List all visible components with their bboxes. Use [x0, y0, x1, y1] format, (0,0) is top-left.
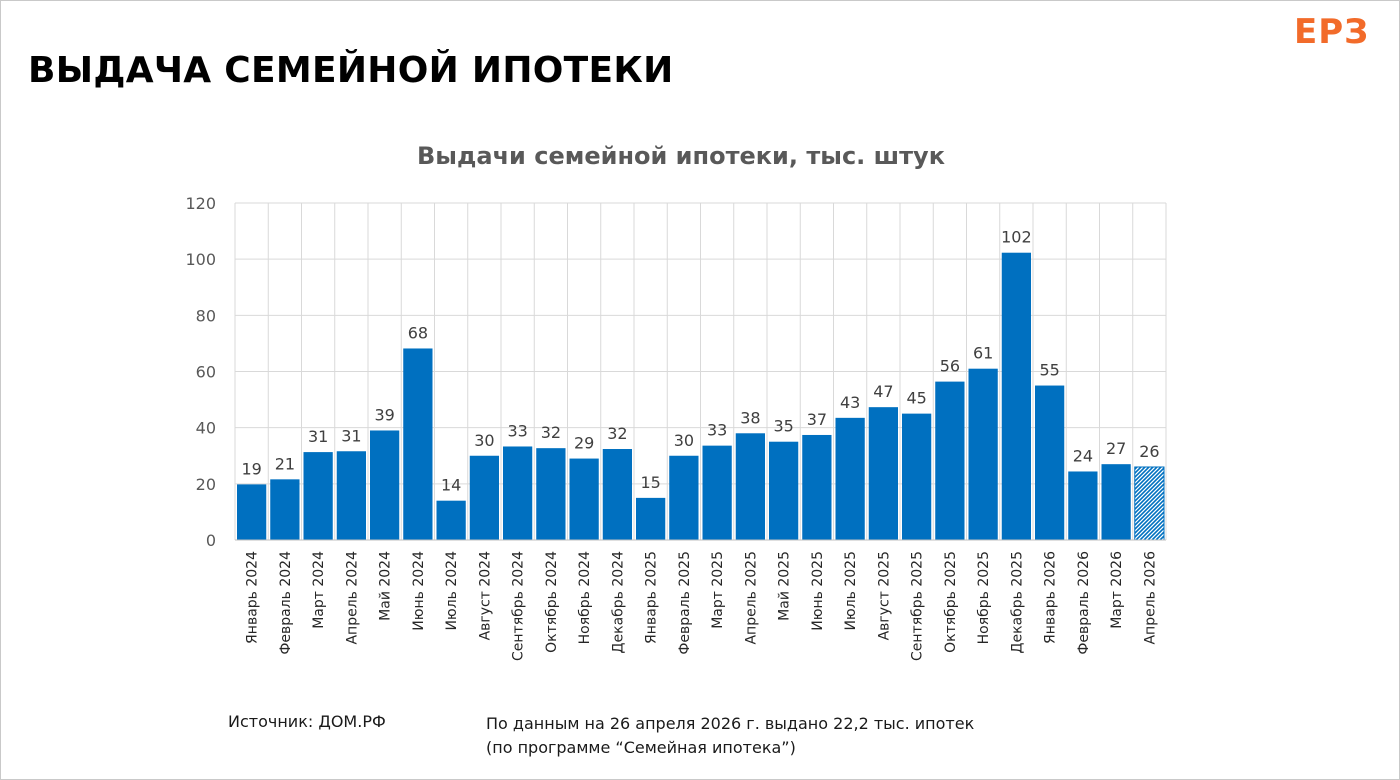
data-label: 31: [308, 427, 328, 446]
data-note-line-2: (по программе “Семейная ипотека”): [486, 738, 796, 757]
data-label: 43: [840, 393, 860, 412]
x-tick-label: Январь 2025: [644, 551, 660, 644]
data-label: 32: [541, 423, 561, 442]
x-tick-label: Июнь 2025: [810, 551, 826, 631]
x-tick-label: Октябрь 2025: [943, 551, 959, 653]
bar: [1134, 466, 1165, 541]
data-label: 37: [807, 410, 827, 429]
data-label: 27: [1106, 439, 1126, 458]
bar: [369, 430, 400, 540]
x-tick-label: Октябрь 2024: [544, 551, 560, 653]
data-label: 33: [507, 421, 527, 440]
x-tick-label: Сентябрь 2025: [910, 551, 926, 661]
y-tick-label: 120: [185, 194, 216, 213]
y-tick-label: 20: [196, 475, 216, 494]
data-label: 21: [275, 454, 295, 473]
y-tick-label: 0: [206, 531, 216, 550]
data-label: 68: [408, 323, 428, 342]
x-tick-label: Ноябрь 2025: [976, 551, 992, 644]
x-tick-label: Январь 2024: [245, 551, 261, 644]
bar: [436, 500, 466, 540]
x-tick-label: Июнь 2024: [411, 551, 427, 631]
source-note: Источник: ДОМ.РФ: [228, 712, 386, 731]
x-tick-label: Март 2024: [311, 551, 327, 629]
bar: [735, 433, 766, 540]
x-tick-label: Ноябрь 2024: [577, 551, 593, 644]
bar: [868, 407, 899, 540]
data-label: 47: [873, 382, 893, 401]
data-label: 26: [1139, 442, 1159, 461]
bar: [835, 417, 865, 540]
data-label: 29: [574, 434, 594, 453]
data-label: 30: [674, 431, 694, 450]
bar: [635, 497, 666, 540]
bar: [968, 368, 998, 540]
x-tick-label: Апрель 2026: [1142, 551, 1158, 645]
bar: [469, 455, 500, 540]
data-label: 33: [707, 421, 727, 440]
x-tick-label: Апрель 2024: [344, 551, 360, 645]
bar: [702, 445, 732, 540]
chart-title: Выдачи семейной ипотеки, тыс. штук: [417, 142, 945, 170]
x-tick-label: Июль 2025: [843, 551, 859, 631]
bar: [569, 458, 599, 540]
bar: [270, 479, 300, 540]
bar: [1068, 471, 1098, 540]
data-label: 38: [740, 408, 760, 427]
data-label: 19: [241, 459, 261, 478]
logo: ЕРЗ: [1294, 12, 1370, 52]
data-label: 45: [906, 389, 926, 408]
data-label: 56: [940, 357, 960, 376]
bar: [669, 455, 699, 540]
bar: [602, 449, 633, 540]
x-tick-label: Август 2024: [477, 551, 493, 640]
data-label: 31: [341, 426, 361, 445]
x-tick-label: Август 2025: [876, 551, 892, 640]
y-tick-label: 40: [196, 419, 216, 438]
bar: [336, 451, 367, 540]
x-tick-label: Февраль 2025: [677, 551, 693, 655]
x-tick-label: Февраль 2024: [278, 551, 294, 655]
bar: [935, 381, 965, 540]
bar: [1101, 464, 1131, 540]
bar: [303, 452, 333, 540]
bar: [901, 413, 932, 540]
x-tick-label: Март 2025: [710, 551, 726, 629]
bar-chart: 0 20 40 60 80 100 120 Январь 2024 Февраль 2024 Ма…: [185, 194, 1167, 661]
data-note: По данным на 26 апреля 2026 г. выдано 22…: [486, 712, 974, 760]
x-tick-label: Апрель 2025: [743, 551, 759, 645]
x-tick-label: Июль 2024: [444, 551, 460, 631]
data-label: 24: [1073, 446, 1093, 465]
bar: [502, 446, 533, 540]
x-tick-label: Декабрь 2025: [1009, 551, 1025, 653]
bar: [1001, 252, 1032, 540]
bar: [403, 348, 433, 540]
x-tick-label: Декабрь 2024: [610, 551, 626, 654]
x-tick-label: Март 2026: [1109, 551, 1125, 629]
y-tick-label: 60: [196, 363, 216, 382]
data-label: 30: [474, 431, 494, 450]
y-tick-label: 80: [196, 306, 216, 325]
data-label: 39: [374, 405, 394, 424]
bar: [802, 434, 832, 540]
x-tick-label: Май 2025: [777, 551, 793, 621]
data-label: 102: [1001, 228, 1032, 247]
data-label: 15: [640, 473, 660, 492]
x-tick-label: Январь 2026: [1043, 551, 1059, 644]
data-label: 32: [607, 424, 627, 443]
bar: [768, 441, 799, 540]
data-label: 14: [441, 476, 461, 495]
x-tick-label: Февраль 2026: [1076, 551, 1092, 655]
bar: [236, 484, 267, 540]
page-title: ВЫДАЧА СЕМЕЙНОЙ ИПОТЕКИ: [28, 50, 674, 91]
data-label: 55: [1039, 361, 1059, 380]
data-note-line-1: По данным на 26 апреля 2026 г. выдано 22…: [486, 714, 975, 733]
y-tick-label: 100: [185, 250, 216, 269]
data-label: 61: [973, 344, 993, 363]
bar: [536, 448, 566, 540]
data-label: 35: [773, 417, 793, 436]
x-tick-label: Май 2024: [378, 551, 394, 621]
x-tick-label: Сентябрь 2024: [511, 551, 527, 661]
bar: [1034, 385, 1065, 540]
